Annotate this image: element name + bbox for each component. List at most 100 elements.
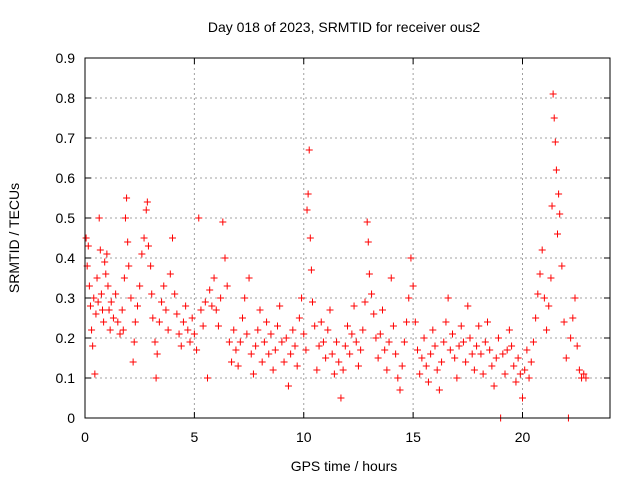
data-point bbox=[131, 318, 139, 326]
data-point bbox=[101, 258, 109, 266]
data-point bbox=[304, 190, 312, 198]
y-tick-label: 0 bbox=[67, 410, 75, 426]
data-point bbox=[208, 302, 216, 310]
y-tick-label: 0.3 bbox=[56, 290, 76, 306]
data-point bbox=[236, 338, 244, 346]
data-point bbox=[99, 306, 106, 314]
data-point bbox=[124, 238, 132, 246]
data-point bbox=[166, 270, 174, 278]
data-point bbox=[514, 354, 522, 362]
data-point bbox=[89, 342, 97, 350]
data-point bbox=[106, 326, 114, 334]
data-point bbox=[201, 298, 209, 306]
data-point bbox=[508, 342, 516, 350]
data-point bbox=[315, 342, 323, 350]
grid-layer bbox=[85, 58, 610, 418]
data-point bbox=[152, 374, 160, 382]
chart-title: Day 018 of 2023, SRMTID for receiver ous… bbox=[208, 19, 481, 35]
data-point bbox=[538, 246, 546, 254]
data-point bbox=[147, 262, 155, 270]
data-point bbox=[300, 330, 308, 338]
data-point bbox=[361, 298, 369, 306]
data-point bbox=[473, 342, 481, 350]
data-point bbox=[573, 342, 581, 350]
data-point bbox=[429, 326, 437, 334]
data-point bbox=[560, 318, 568, 326]
data-point bbox=[475, 322, 483, 330]
data-point bbox=[335, 358, 343, 366]
data-point bbox=[112, 290, 120, 298]
plot-frame bbox=[84, 57, 611, 419]
data-point bbox=[136, 282, 144, 290]
data-point bbox=[440, 338, 448, 346]
data-point bbox=[169, 234, 176, 242]
data-point bbox=[459, 338, 467, 346]
data-point bbox=[225, 338, 233, 346]
data-point bbox=[422, 362, 430, 370]
data-point bbox=[199, 322, 207, 330]
data-point bbox=[95, 214, 103, 222]
data-point bbox=[313, 366, 321, 374]
data-point bbox=[385, 338, 393, 346]
data-point bbox=[438, 358, 446, 366]
data-point bbox=[418, 354, 426, 362]
data-point bbox=[309, 298, 316, 306]
y-axis-label: SRMTID / TECUs bbox=[6, 183, 22, 293]
data-point bbox=[85, 282, 93, 290]
data-point bbox=[278, 338, 286, 346]
data-point bbox=[104, 282, 112, 290]
data-point bbox=[269, 366, 277, 374]
data-point bbox=[160, 282, 168, 290]
data-point bbox=[234, 362, 242, 370]
data-point bbox=[193, 346, 201, 354]
data-point bbox=[86, 302, 94, 310]
data-point bbox=[267, 330, 275, 338]
data-point bbox=[306, 234, 314, 242]
data-point bbox=[82, 234, 90, 242]
data-point bbox=[204, 374, 211, 382]
data-point bbox=[134, 302, 141, 310]
data-point bbox=[394, 374, 402, 382]
data-point bbox=[102, 270, 110, 278]
data-point bbox=[311, 322, 319, 330]
data-point bbox=[291, 342, 299, 350]
data-point bbox=[339, 366, 347, 374]
data-point bbox=[455, 342, 463, 350]
data-point bbox=[540, 294, 548, 302]
data-point bbox=[555, 190, 563, 198]
data-point bbox=[494, 334, 502, 342]
data-point bbox=[263, 318, 271, 326]
data-point bbox=[580, 370, 588, 378]
data-point bbox=[162, 306, 170, 314]
data-point bbox=[184, 326, 192, 334]
data-point bbox=[396, 386, 404, 394]
data-point bbox=[376, 330, 384, 338]
data-point bbox=[118, 306, 126, 314]
data-point bbox=[453, 374, 461, 382]
data-point bbox=[409, 282, 417, 290]
data-point bbox=[125, 262, 133, 270]
data-point bbox=[337, 394, 345, 402]
data-point bbox=[556, 210, 564, 218]
data-point bbox=[158, 298, 166, 306]
data-point bbox=[151, 338, 159, 346]
data-point bbox=[274, 322, 281, 330]
data-point bbox=[529, 338, 537, 346]
data-point bbox=[400, 338, 408, 346]
data-point bbox=[392, 350, 400, 358]
data-point bbox=[488, 362, 496, 370]
data-point bbox=[284, 382, 292, 390]
data-point bbox=[547, 274, 555, 282]
data-point bbox=[468, 350, 476, 358]
data-point bbox=[403, 318, 411, 326]
ticks-layer: 0 0.1 0.2 0.3 0.4 0.5 0.6 0.7 0.8 0.9 0 5 10 15 20 bbox=[56, 50, 610, 445]
data-point bbox=[344, 322, 351, 330]
y-tick-label: 0.2 bbox=[56, 330, 76, 346]
data-point bbox=[427, 350, 435, 358]
data-point bbox=[477, 350, 485, 358]
data-point bbox=[254, 326, 262, 334]
data-point bbox=[462, 358, 470, 366]
data-point bbox=[324, 326, 332, 334]
data-point bbox=[119, 326, 127, 334]
data-point bbox=[232, 346, 240, 354]
